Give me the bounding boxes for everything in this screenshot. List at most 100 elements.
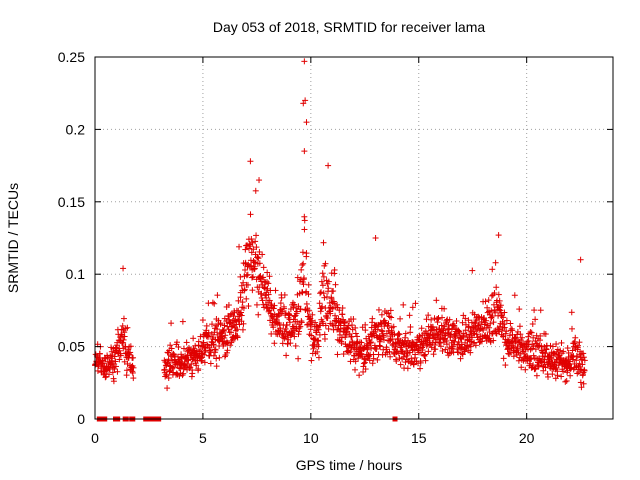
data-point (299, 289, 306, 296)
data-point (120, 339, 127, 346)
data-point (361, 355, 368, 362)
data-point (335, 315, 342, 322)
data-point (506, 332, 513, 339)
data-point (125, 346, 132, 353)
data-point (459, 319, 466, 326)
data-point (265, 291, 272, 298)
data-point (332, 281, 339, 288)
data-point (236, 321, 243, 328)
data-point (313, 323, 320, 330)
data-point (284, 334, 291, 341)
data-point (243, 272, 250, 279)
data-point (522, 366, 529, 373)
data-point (542, 331, 549, 338)
data-point (240, 320, 247, 327)
data-point (513, 351, 520, 358)
data-point (252, 187, 259, 194)
data-point (252, 238, 259, 245)
data-point (211, 300, 218, 307)
data-point (376, 333, 383, 340)
data-point (390, 323, 397, 330)
data-point (264, 269, 271, 276)
data-point (312, 319, 319, 326)
data-point (518, 364, 525, 371)
data-point (352, 324, 359, 331)
data-point (343, 328, 350, 335)
data-point (439, 347, 446, 354)
data-point (407, 323, 414, 330)
data-point (349, 322, 356, 329)
data-point (532, 316, 539, 323)
data-point (501, 309, 508, 316)
data-point (200, 339, 207, 346)
data-point (321, 335, 328, 342)
data-point (271, 340, 278, 347)
data-point (116, 347, 123, 354)
data-point (407, 360, 414, 367)
data-point (183, 339, 190, 346)
data-point (446, 316, 453, 323)
data-point (497, 302, 504, 309)
data-point (516, 323, 523, 330)
data-point (425, 312, 432, 319)
data-point (179, 372, 186, 379)
data-point (112, 363, 119, 370)
data-point (480, 326, 487, 333)
data-point (301, 275, 308, 282)
data-point (242, 266, 249, 273)
data-point (210, 341, 217, 348)
data-point (438, 322, 445, 329)
data-point (482, 298, 489, 305)
data-point (252, 259, 259, 266)
data-point (111, 366, 118, 373)
data-point (350, 316, 357, 323)
data-point (340, 351, 347, 358)
data-point (165, 375, 172, 382)
data-point (422, 351, 429, 358)
data-point (198, 350, 205, 357)
data-point (282, 325, 289, 332)
data-point (367, 339, 374, 346)
data-point (407, 329, 414, 336)
data-point (170, 364, 177, 371)
data-point (195, 365, 202, 372)
data-point (238, 282, 245, 289)
data-point (339, 305, 346, 312)
data-point (402, 330, 409, 337)
data-point (397, 315, 404, 322)
data-point (247, 243, 254, 250)
data-point (198, 357, 205, 364)
data-point (542, 364, 549, 371)
data-point (345, 322, 352, 329)
data-point (187, 346, 194, 353)
data-point (378, 311, 385, 318)
data-point (292, 342, 299, 349)
data-point (240, 305, 247, 312)
data-point (245, 303, 252, 310)
data-point (227, 342, 234, 349)
data-point (102, 374, 109, 381)
data-point (511, 292, 518, 299)
data-point (441, 305, 448, 312)
data-point (338, 340, 345, 347)
data-point (110, 364, 117, 371)
data-point (265, 280, 272, 287)
data-point (307, 326, 314, 333)
data-point (502, 362, 509, 369)
data-point (110, 378, 117, 385)
data-point (500, 314, 507, 321)
data-point (266, 307, 273, 314)
data-point (241, 287, 248, 294)
data-point (270, 305, 277, 312)
data-point (490, 301, 497, 308)
data-point (380, 336, 387, 343)
data-point (460, 312, 467, 319)
data-point (501, 324, 508, 331)
data-point (493, 284, 500, 291)
data-point (105, 371, 112, 378)
data-point (386, 313, 393, 320)
data-point (179, 318, 186, 325)
data-point (542, 350, 549, 357)
data-point (362, 327, 369, 334)
data-point (249, 273, 256, 280)
